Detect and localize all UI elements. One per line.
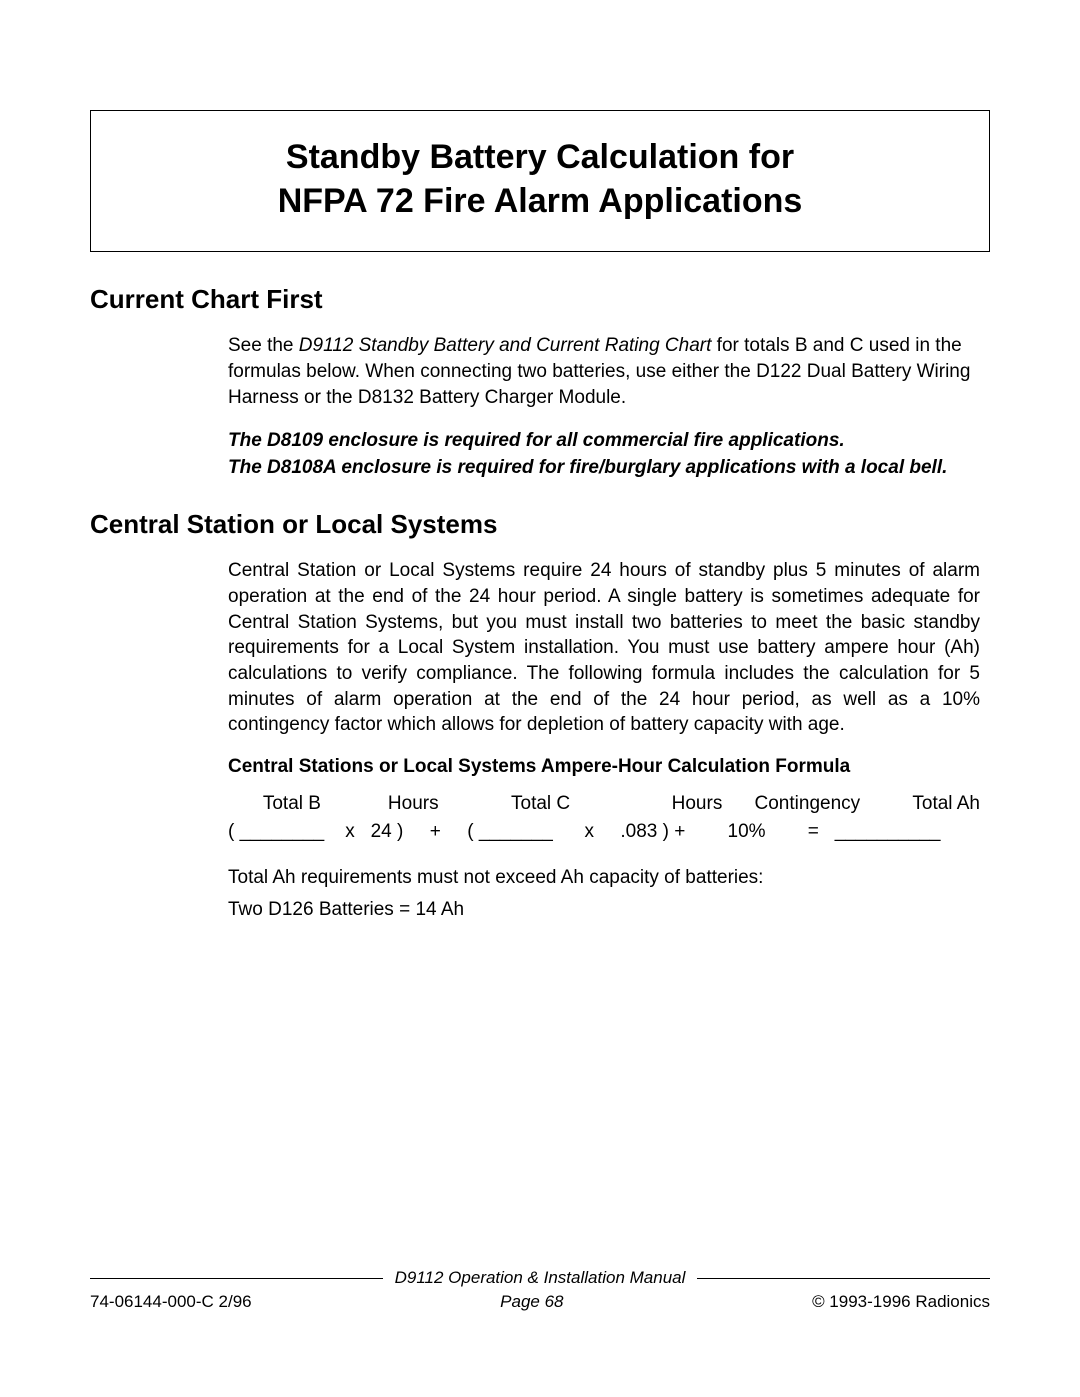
section1-text-pre: See the <box>228 335 299 356</box>
formula-block: Total B Hours Total C Hours Contingency … <box>228 790 980 847</box>
footer-page-number: Page 68 <box>500 1292 563 1312</box>
label-hours-1: Hours <box>356 790 471 819</box>
section-heading-current-chart: Current Chart First <box>90 284 990 315</box>
footer-copyright: © 1993-1996 Radionics <box>812 1292 990 1312</box>
note-line-1: The D8109 enclosure is required for all … <box>228 430 845 451</box>
note-line-2: The D8108A enclosure is required for fir… <box>228 457 947 478</box>
label-total-ah: Total Ah <box>860 790 980 819</box>
footer-doc-number: 74-06144-000-C 2/96 <box>90 1292 252 1312</box>
footer-manual-title: D9112 Operation & Installation Manual <box>395 1268 686 1288</box>
title-line-2: NFPA 72 Fire Alarm Applications <box>278 182 803 220</box>
section2-paragraph: Central Station or Local Systems require… <box>228 558 980 737</box>
label-total-c: Total C <box>471 790 611 819</box>
label-hours-2: Hours <box>610 790 722 819</box>
formula-labels-row: Total B Hours Total C Hours Contingency … <box>228 790 980 819</box>
footer-title-row: D9112 Operation & Installation Manual <box>90 1268 990 1288</box>
title-box: Standby Battery Calculation for NFPA 72 … <box>90 110 990 252</box>
requirements-text: Total Ah requirements must not exceed Ah… <box>228 865 980 891</box>
section-heading-central-station: Central Station or Local Systems <box>90 509 990 540</box>
page-footer: D9112 Operation & Installation Manual 74… <box>90 1268 990 1312</box>
section1-text-italic: D9112 Standby Battery and Current Rating… <box>299 335 717 356</box>
enclosure-note: The D8109 enclosure is required for all … <box>228 428 980 481</box>
batteries-text: Two D126 Batteries = 14 Ah <box>228 897 980 923</box>
page-title: Standby Battery Calculation for NFPA 72 … <box>131 135 949 223</box>
title-line-1: Standby Battery Calculation for <box>286 138 794 176</box>
footer-bottom-row: 74-06144-000-C 2/96 Page 68 © 1993-1996 … <box>90 1292 990 1312</box>
formula-heading: Central Stations or Local Systems Ampere… <box>228 756 990 778</box>
footer-rule-left <box>90 1278 383 1279</box>
footer-rule-right <box>697 1278 990 1279</box>
label-total-b: Total B <box>228 790 356 819</box>
section1-paragraph: See the D9112 Standby Battery and Curren… <box>228 333 980 410</box>
label-contingency: Contingency <box>722 790 860 819</box>
formula-expression: ( ________ x 24 ) + ( _______ x .083 ) +… <box>228 818 980 847</box>
